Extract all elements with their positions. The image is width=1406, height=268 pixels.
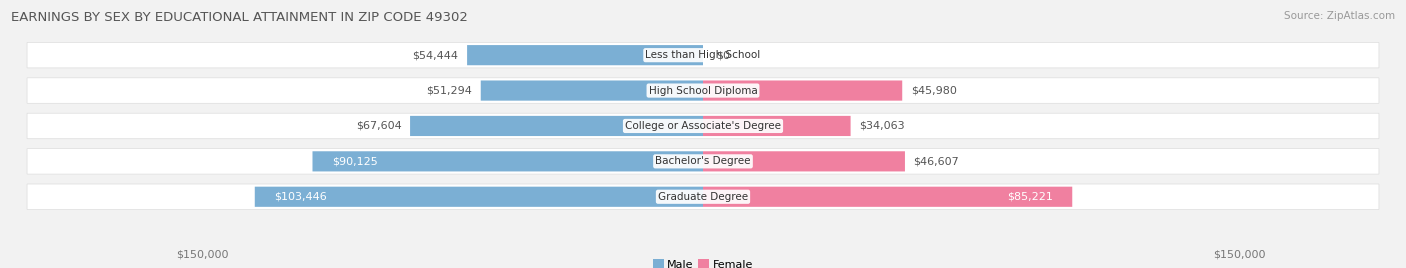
Text: $90,125: $90,125 bbox=[332, 156, 378, 166]
FancyBboxPatch shape bbox=[27, 184, 1379, 210]
Text: Source: ZipAtlas.com: Source: ZipAtlas.com bbox=[1284, 11, 1395, 21]
FancyBboxPatch shape bbox=[411, 116, 703, 136]
Text: $45,980: $45,980 bbox=[911, 85, 956, 96]
FancyBboxPatch shape bbox=[27, 42, 1379, 68]
Text: $103,446: $103,446 bbox=[274, 192, 328, 202]
FancyBboxPatch shape bbox=[703, 80, 903, 101]
FancyBboxPatch shape bbox=[27, 113, 1379, 139]
Text: $0: $0 bbox=[716, 50, 730, 60]
Text: $54,444: $54,444 bbox=[412, 50, 458, 60]
FancyBboxPatch shape bbox=[481, 80, 703, 101]
FancyBboxPatch shape bbox=[703, 151, 905, 172]
Text: College or Associate's Degree: College or Associate's Degree bbox=[626, 121, 780, 131]
Text: EARNINGS BY SEX BY EDUCATIONAL ATTAINMENT IN ZIP CODE 49302: EARNINGS BY SEX BY EDUCATIONAL ATTAINMEN… bbox=[11, 11, 468, 24]
Text: Less than High School: Less than High School bbox=[645, 50, 761, 60]
Text: $150,000: $150,000 bbox=[176, 250, 228, 260]
Text: $34,063: $34,063 bbox=[859, 121, 905, 131]
FancyBboxPatch shape bbox=[467, 45, 703, 65]
Legend: Male, Female: Male, Female bbox=[648, 255, 758, 268]
FancyBboxPatch shape bbox=[312, 151, 703, 172]
FancyBboxPatch shape bbox=[703, 116, 851, 136]
Text: Graduate Degree: Graduate Degree bbox=[658, 192, 748, 202]
Text: $150,000: $150,000 bbox=[1213, 250, 1265, 260]
FancyBboxPatch shape bbox=[27, 78, 1379, 103]
Text: High School Diploma: High School Diploma bbox=[648, 85, 758, 96]
FancyBboxPatch shape bbox=[27, 149, 1379, 174]
Text: $85,221: $85,221 bbox=[1007, 192, 1053, 202]
Text: $46,607: $46,607 bbox=[914, 156, 959, 166]
Text: $51,294: $51,294 bbox=[426, 85, 472, 96]
FancyBboxPatch shape bbox=[254, 187, 703, 207]
Text: $67,604: $67,604 bbox=[356, 121, 401, 131]
Text: Bachelor's Degree: Bachelor's Degree bbox=[655, 156, 751, 166]
FancyBboxPatch shape bbox=[703, 187, 1073, 207]
